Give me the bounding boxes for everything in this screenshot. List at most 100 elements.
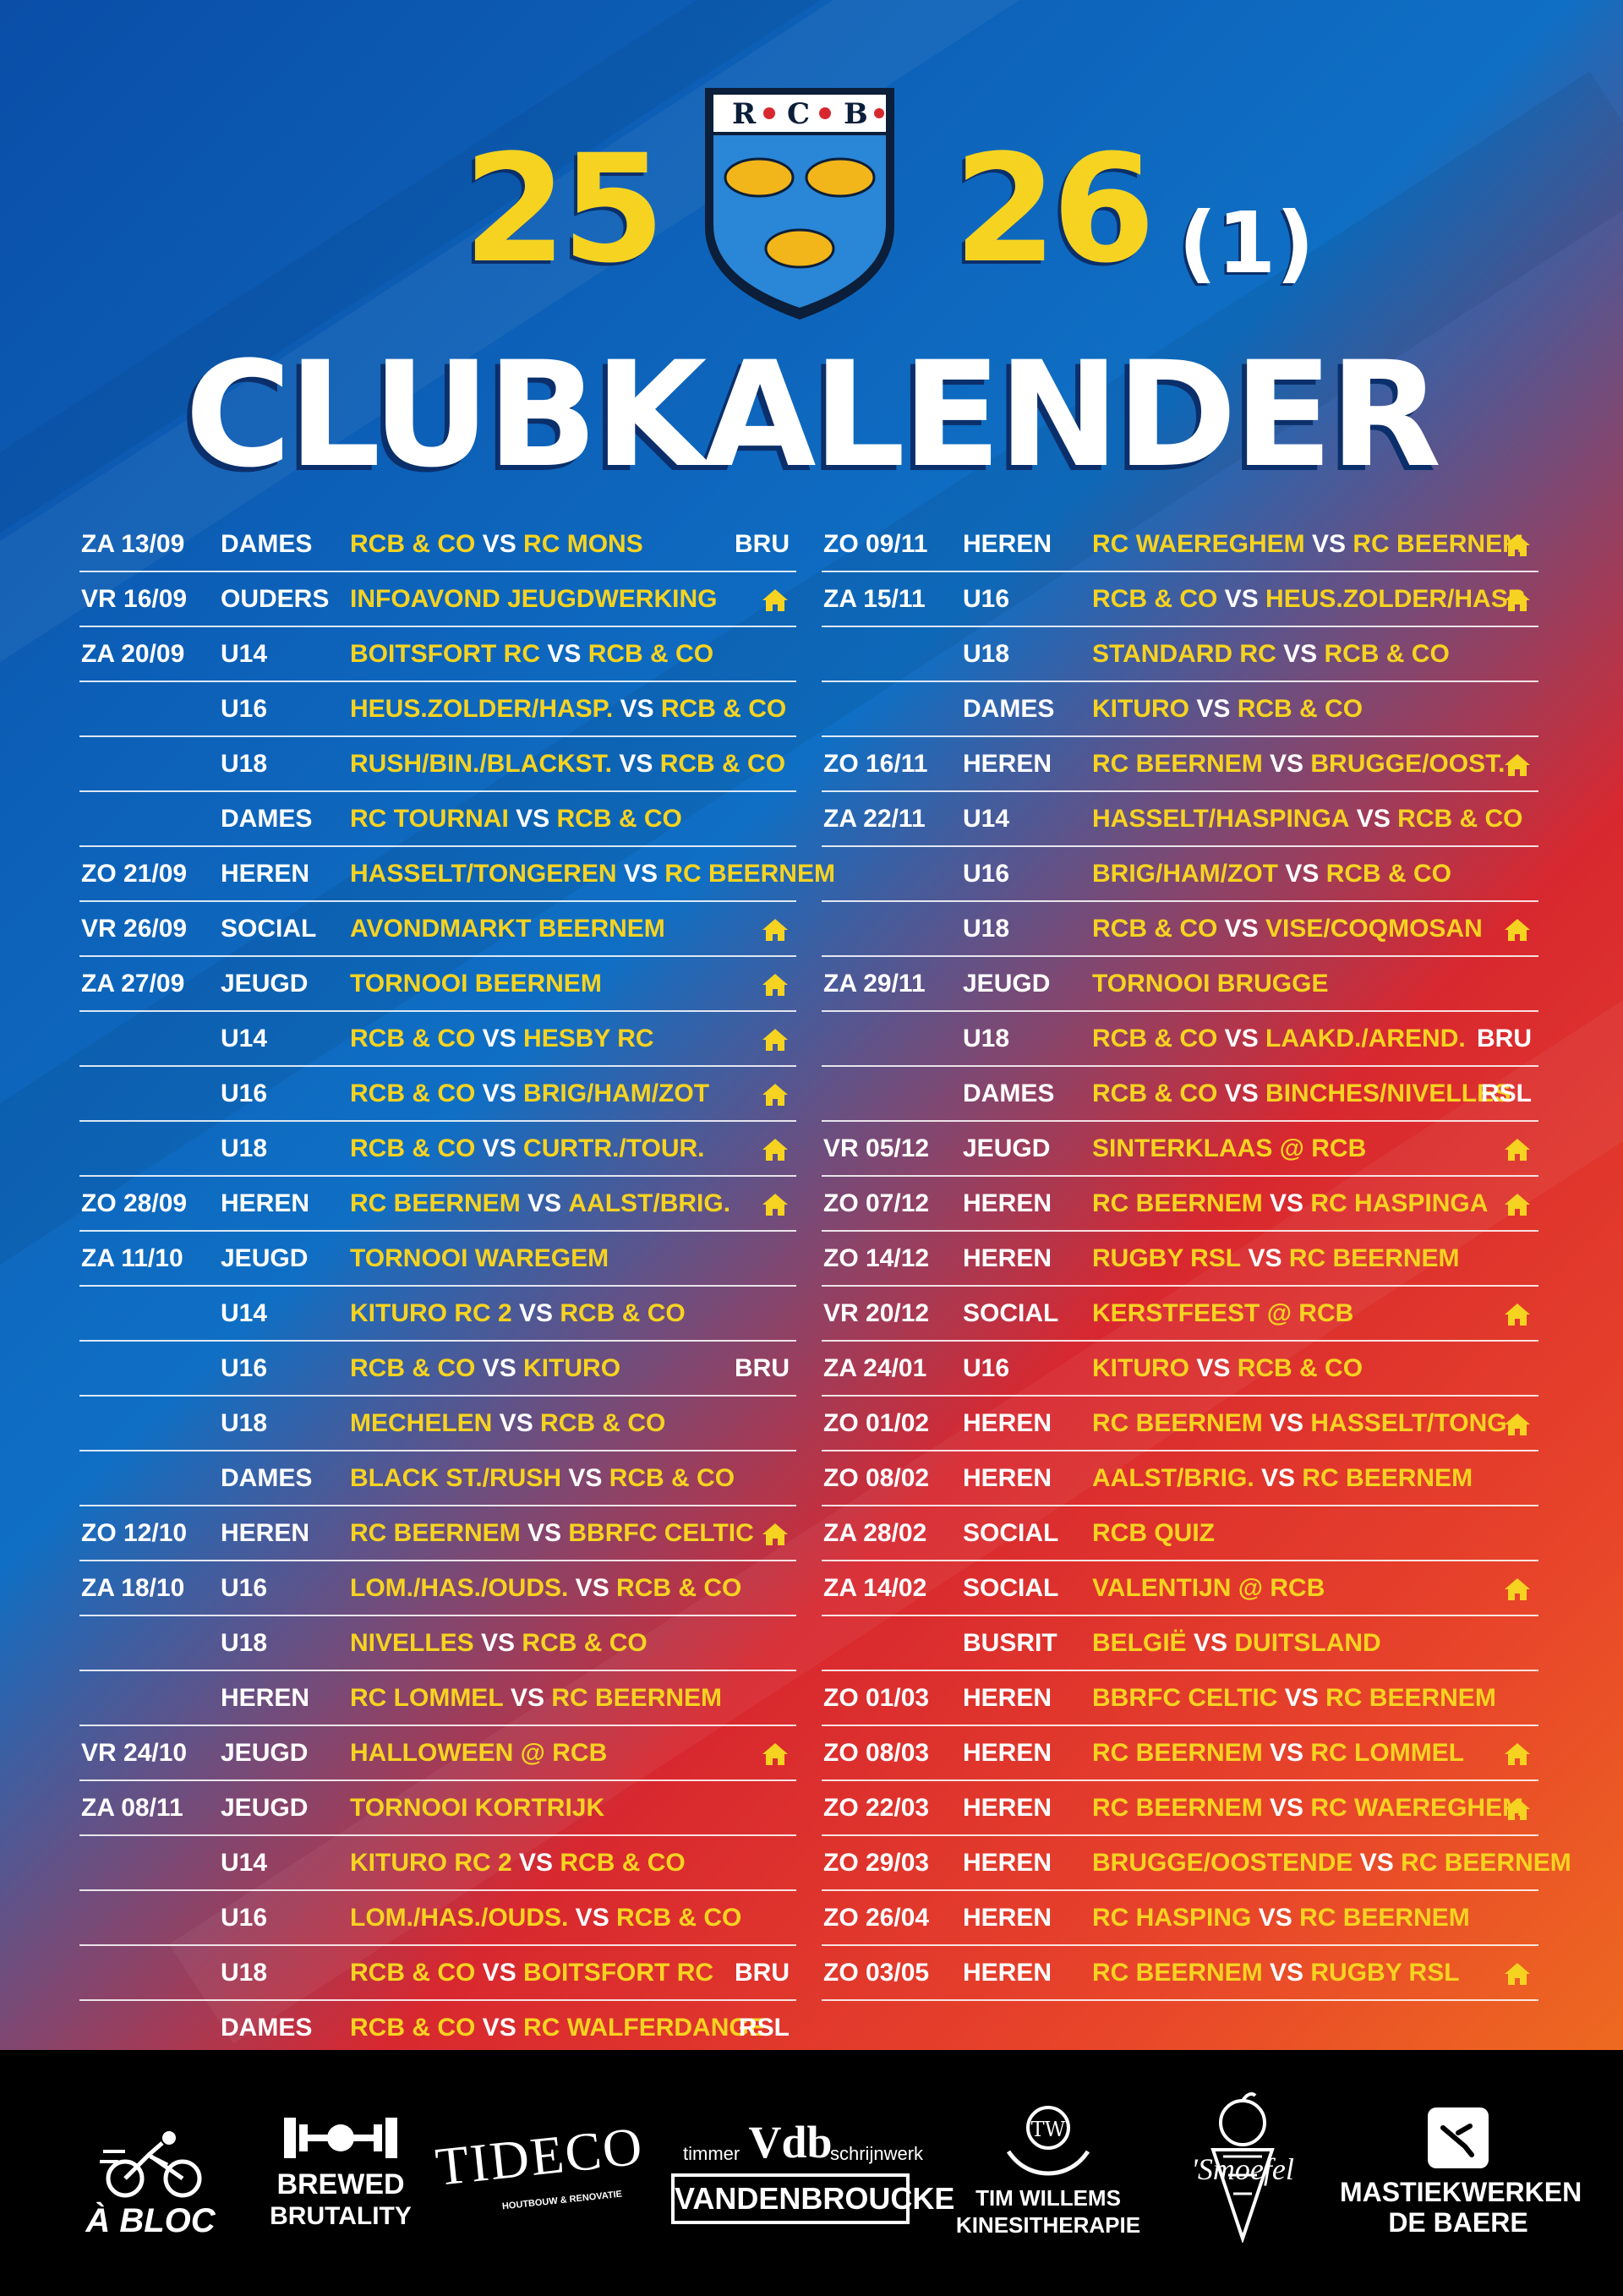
- sponsor-smoefel-name: 'Smoefel: [1191, 2152, 1294, 2186]
- event-team-b: RCB & CO: [659, 750, 786, 778]
- event-description: RC HASPING VS RC BEERNEM: [1092, 1891, 1470, 1944]
- sponsor-a-bloc: À BLOC: [66, 2050, 235, 2296]
- schedule-row: ZO 28/09 HEREN RC BEERNEM VS AALST/BRIG.: [79, 1177, 796, 1232]
- home-icon: [762, 1029, 788, 1052]
- versus-label: VS: [511, 1299, 560, 1327]
- schedule-row: ZO 01/03 HEREN BBRFC CELTIC VS RC BEERNEM: [822, 1671, 1538, 1726]
- event-team: HEREN: [221, 1684, 310, 1712]
- event-team: U18: [963, 1025, 1010, 1052]
- event-team: HEREN: [963, 1849, 1052, 1877]
- schedule-row: VR 16/09 OUDERS INFOAVOND JEUGDWERKING: [79, 572, 796, 627]
- event-team-a: RUGBY RSL: [1092, 1244, 1242, 1272]
- home-game-marker: [1503, 902, 1532, 955]
- home-icon: [1505, 919, 1530, 942]
- versus-label: VS: [1217, 915, 1266, 943]
- event-team: JEUGD: [963, 1134, 1051, 1162]
- event-team-b: RC BEERNEM: [1302, 1464, 1473, 1492]
- home-game-marker: [1503, 1397, 1532, 1450]
- event-team-b: BRUGGE/OOST.: [1310, 750, 1506, 778]
- event-team-a: RC LOMMEL: [350, 1684, 504, 1712]
- event-description: INFOAVOND JEUGDWERKING: [350, 572, 717, 626]
- event-team-a: RCB & CO: [350, 1080, 476, 1107]
- event-team-b: BRIG/HAM/ZOT: [523, 1080, 710, 1107]
- event-team-a: RC HASPING: [1092, 1904, 1252, 1932]
- barbell-icon: [284, 2118, 397, 2158]
- event-team-a: LOM./HAS./OUDS.: [350, 1574, 569, 1602]
- event-team: U14: [221, 1849, 268, 1877]
- svg-text:R: R: [732, 97, 757, 131]
- schedule-row: ZO 12/10 HEREN RC BEERNEM VS BBRFC CELTIC: [79, 1506, 796, 1561]
- event-team: HEREN: [963, 1739, 1052, 1767]
- schedule-row: DAMES RC TOURNAI VS RCB & CO: [79, 792, 796, 847]
- event-description: TORNOOI WAREGEM: [350, 1232, 609, 1285]
- event-description: TORNOOI KORTRIJK: [350, 1781, 604, 1834]
- versus-label: VS: [475, 1080, 524, 1107]
- event-team: U18: [221, 1629, 268, 1657]
- home-icon: [1505, 1798, 1530, 1821]
- event-date: ZA 27/09: [81, 970, 185, 998]
- home-icon: [762, 1523, 788, 1546]
- versus-label: VS: [473, 1629, 522, 1657]
- event-location: BRU: [735, 1354, 790, 1382]
- home-icon: [762, 919, 788, 942]
- event-team-a: RC BEERNEM: [1092, 1189, 1263, 1217]
- event-team: U16: [963, 1354, 1010, 1382]
- schedule-row: ZO 26/04 HEREN RC HASPING VS RC BEERNEM: [822, 1891, 1538, 1946]
- event-description: RC WAEREGHEM VS RC BEERNEM: [1092, 517, 1523, 571]
- event-date: VR 05/12: [823, 1134, 930, 1162]
- event-team-a: KITURO: [1092, 695, 1189, 723]
- event-team-b: RC LOMMEL: [1310, 1739, 1465, 1767]
- event-team-a: RCB & CO: [350, 1354, 476, 1382]
- event-team-b: VISE/COQMOSAN: [1265, 915, 1483, 943]
- event-description: MECHELEN VS RCB & CO: [350, 1397, 665, 1450]
- event-team-b: RC WAEREGHEM: [1310, 1794, 1524, 1822]
- event-description: AALST/BRIG. VS RC BEERNEM: [1092, 1451, 1473, 1505]
- event-team-a: INFOAVOND JEUGDWERKING: [350, 585, 718, 613]
- schedule-row: U18 RCB & CO VS CURTR./TOUR.: [79, 1122, 796, 1177]
- event-description: RCB & CO VS KITURO: [350, 1342, 620, 1395]
- event-team-a: BLACK ST./RUSH: [350, 1464, 562, 1492]
- schedule-row: ZA 20/09 U14 BOITSFORT RC VS RCB & CO: [79, 627, 796, 682]
- event-description: BLACK ST./RUSH VS RCB & CO: [350, 1451, 735, 1505]
- home-icon: [762, 1084, 788, 1107]
- event-description: TORNOOI BEERNEM: [350, 957, 602, 1010]
- event-team-b: RCB & CO: [1397, 805, 1523, 833]
- home-game-marker: [1503, 1726, 1532, 1779]
- schedule-row: VR 26/09 SOCIAL AVONDMARKT BEERNEM: [79, 902, 796, 957]
- home-icon: [762, 974, 788, 997]
- sponsor-mast-line1: MASTIEKWERKEN: [1340, 2177, 1582, 2207]
- event-team-a: RCB & CO: [1092, 1025, 1218, 1052]
- versus-label: VS: [1262, 1739, 1311, 1767]
- event-team-a: RC BEERNEM: [350, 1519, 521, 1547]
- event-description: RUGBY RSL VS RC BEERNEM: [1092, 1232, 1460, 1285]
- event-team-b: RCB & CO: [560, 1849, 686, 1877]
- event-team-a: AVONDMARKT BEERNEM: [350, 915, 665, 943]
- event-team-b: RCB & CO: [522, 1629, 648, 1657]
- versus-label: VS: [475, 530, 524, 558]
- event-description: RCB & CO VS BINCHES/NIVELLES: [1092, 1067, 1511, 1120]
- versus-label: VS: [1304, 530, 1353, 558]
- event-team-b: RC BEERNEM: [664, 860, 835, 888]
- schedule-row: U18 RCB & CO VS BOITSFORT RC BRU: [79, 1946, 796, 2001]
- event-date: VR 20/12: [823, 1299, 930, 1327]
- versus-label: VS: [1262, 1409, 1311, 1437]
- event-location: RSL: [1481, 1080, 1532, 1107]
- home-icon: [1505, 1139, 1530, 1162]
- event-team-b: BINCHES/NIVELLES: [1265, 1080, 1511, 1107]
- versus-label: VS: [616, 860, 665, 888]
- event-team: U18: [963, 640, 1010, 668]
- schedule-row: BUSRIT BELGIË VS DUITSLAND: [822, 1616, 1538, 1671]
- event-description: RC BEERNEM VS RUGBY RSL: [1092, 1946, 1460, 1999]
- event-team: U16: [221, 1354, 268, 1382]
- event-date: ZO 03/05: [823, 1959, 930, 1987]
- event-description: RC BEERNEM VS BRUGGE/OOST.: [1092, 737, 1505, 790]
- sponsor-footer: À BLOC BREWED BRUTALITY TIDECO HOUTBOUW …: [0, 2050, 1623, 2296]
- schedule-row: ZO 08/03 HEREN RC BEERNEM VS RC LOMMEL: [822, 1726, 1538, 1781]
- event-team-a: TORNOOI BEERNEM: [350, 970, 602, 998]
- event-team-a: RCB & CO: [1092, 915, 1218, 943]
- club-crest-logo: R C B: [705, 88, 894, 320]
- schedule-row: U18 RUSH/BIN./BLACKST. VS RCB & CO: [79, 737, 796, 792]
- schedule-row: U16 RCB & CO VS KITURO BRU: [79, 1342, 796, 1397]
- event-team-b: RC BEERNEM: [1352, 530, 1524, 558]
- schedule-row: ZA 14/02 SOCIAL VALENTIJN @ RCB: [822, 1561, 1538, 1616]
